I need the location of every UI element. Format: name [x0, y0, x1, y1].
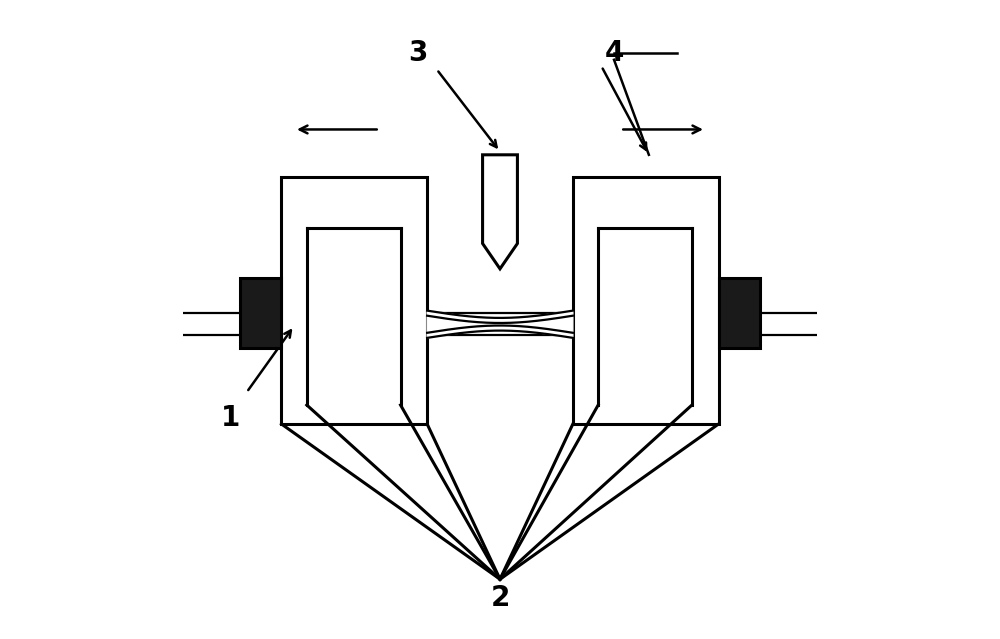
- Text: 3: 3: [408, 40, 427, 68]
- Bar: [573, 177, 719, 424]
- Text: 4: 4: [604, 40, 624, 68]
- Polygon shape: [483, 155, 517, 269]
- Polygon shape: [427, 316, 573, 333]
- Polygon shape: [281, 424, 719, 579]
- Polygon shape: [307, 227, 401, 405]
- Text: 1: 1: [221, 404, 240, 432]
- Bar: [719, 279, 760, 348]
- Bar: [240, 279, 281, 348]
- Polygon shape: [427, 311, 573, 323]
- Bar: [281, 177, 427, 424]
- Polygon shape: [427, 325, 573, 338]
- Text: 2: 2: [490, 584, 510, 612]
- Polygon shape: [598, 227, 692, 405]
